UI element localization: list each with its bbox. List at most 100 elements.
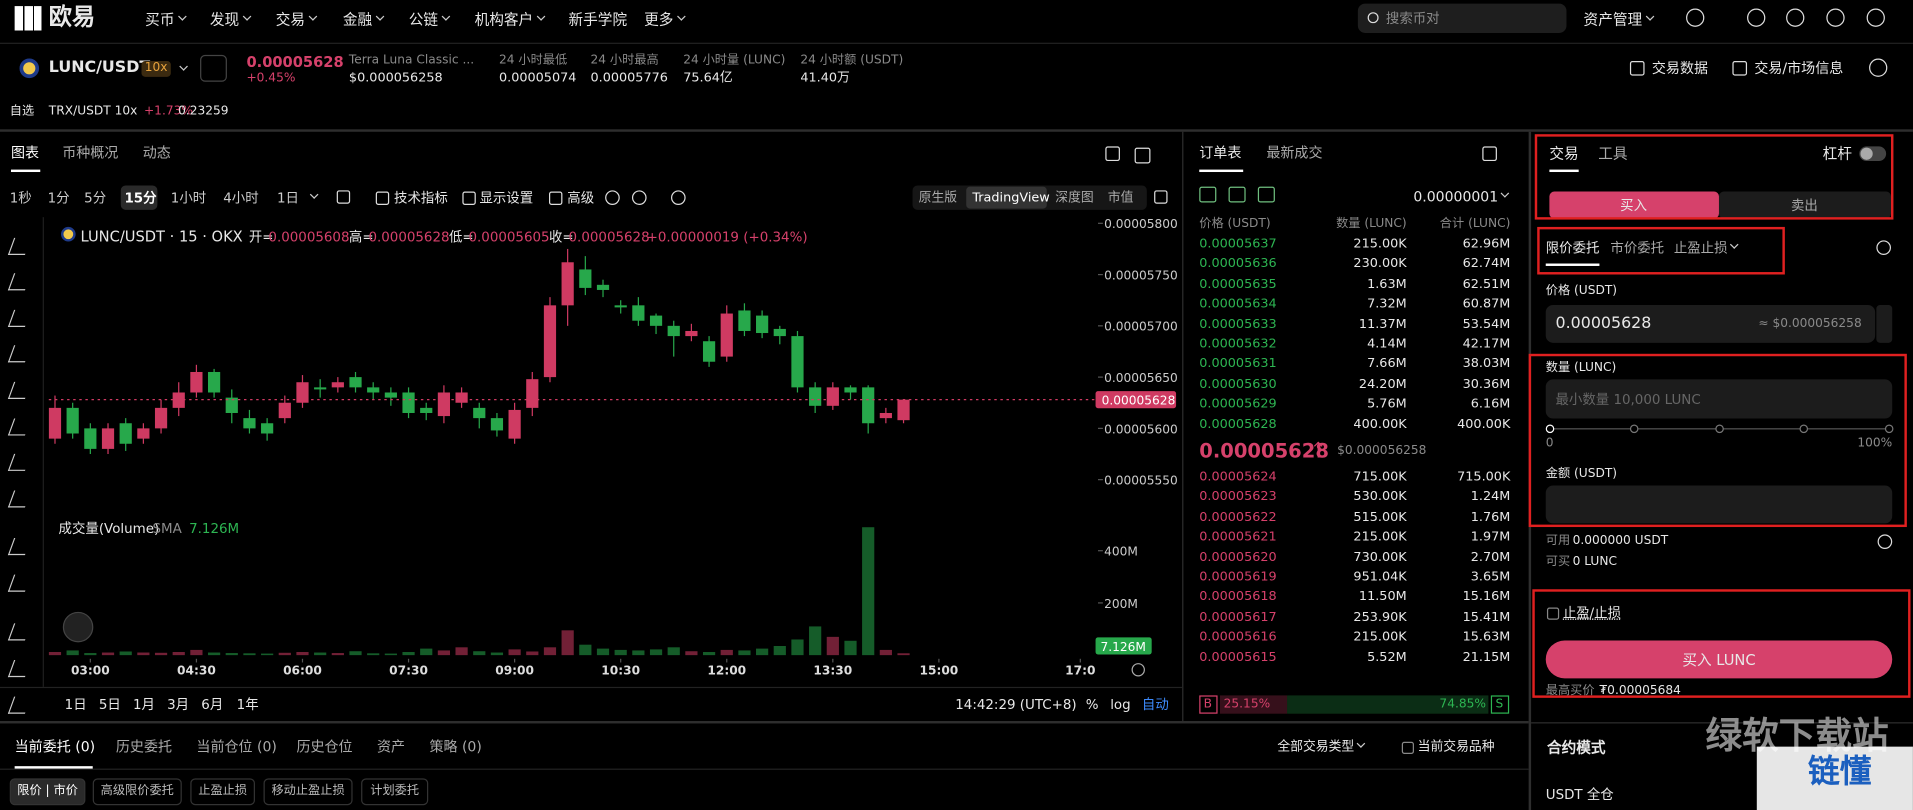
icon[interactable] <box>1869 58 1888 77</box>
interval[interactable]: 1小时 <box>170 190 207 207</box>
favorite-button[interactable] <box>200 54 227 82</box>
link[interactable]: 交易数据 <box>1651 59 1708 77</box>
stepper[interactable] <box>1876 305 1893 343</box>
range-button[interactable]: 6月 <box>201 696 224 713</box>
tab[interactable]: 动态 <box>142 143 171 162</box>
nav-item[interactable]: 更多 <box>644 10 674 29</box>
book-mode[interactable] <box>1228 186 1246 203</box>
slider-stop[interactable] <box>1545 424 1555 434</box>
tool-button[interactable]: 高级 <box>567 190 595 207</box>
icon[interactable] <box>462 191 476 205</box>
icon[interactable] <box>336 190 351 204</box>
view-option[interactable]: TradingView <box>972 190 1050 205</box>
search-box[interactable] <box>1357 3 1567 33</box>
sub-tab[interactable] <box>9 778 86 806</box>
favorite-pair[interactable]: TRX/USDT 10x <box>48 104 138 119</box>
tab[interactable]: 最新成交 <box>1266 143 1323 162</box>
view-option[interactable]: 市值 <box>1107 190 1134 205</box>
nav-item[interactable]: 发现 <box>209 10 240 29</box>
icon[interactable] <box>1482 146 1497 162</box>
interval[interactable]: 5分 <box>84 190 107 207</box>
interval[interactable]: 1秒 <box>9 190 32 207</box>
percent-toggle[interactable]: % <box>1085 696 1099 713</box>
icon[interactable] <box>1134 147 1151 164</box>
range-button[interactable]: 1月 <box>132 696 155 713</box>
slider-stop[interactable] <box>1629 424 1639 434</box>
tab[interactable]: 当前委托 (0) <box>14 738 96 756</box>
slider-stop[interactable] <box>1884 424 1894 434</box>
nav-item[interactable]: 新手学院 <box>568 10 628 29</box>
icon[interactable] <box>1866 8 1885 27</box>
icon[interactable] <box>1826 8 1845 27</box>
asset-menu[interactable]: 资产管理 <box>1583 10 1643 29</box>
tab[interactable]: 当前仓位 (0) <box>196 738 277 756</box>
range-button[interactable]: 1年 <box>236 696 259 713</box>
tab[interactable]: 交易 <box>1549 145 1579 163</box>
interval[interactable]: 1日 <box>276 190 299 207</box>
tool-button[interactable]: 技术指标 <box>394 190 448 207</box>
icon[interactable] <box>1686 8 1705 27</box>
view-option[interactable]: 深度图 <box>1055 190 1094 205</box>
tab[interactable]: 历史委托 <box>115 738 173 756</box>
nav-item[interactable]: 公链 <box>408 10 438 29</box>
sell-tab[interactable] <box>1718 191 1891 219</box>
nav-item[interactable]: 金融 <box>342 10 373 29</box>
tab[interactable]: 历史仓位 <box>296 738 353 756</box>
icon[interactable] <box>631 190 647 205</box>
nav-item[interactable]: 买币 <box>145 10 175 29</box>
interval[interactable]: 4小时 <box>223 190 259 207</box>
sub-tab[interactable] <box>361 778 429 806</box>
book-mode[interactable] <box>1199 186 1217 203</box>
interval[interactable]: 15分 <box>124 190 157 207</box>
tool-button[interactable]: 显示设置 <box>479 190 534 207</box>
range-button[interactable]: 1日 <box>64 696 87 713</box>
tpsl-checkbox[interactable] <box>1546 607 1560 620</box>
icon[interactable] <box>671 190 686 205</box>
tab[interactable]: 币种概况 <box>62 143 119 162</box>
sub-tab[interactable] <box>92 778 182 806</box>
amount-input[interactable] <box>1545 485 1893 524</box>
precision-select[interactable]: 0.00000001 <box>1413 187 1499 205</box>
tab[interactable]: 策略 (0) <box>429 738 482 756</box>
order-type[interactable]: 限价委托 <box>1545 240 1600 257</box>
icon[interactable] <box>1629 61 1645 76</box>
tab[interactable]: 工具 <box>1598 145 1628 163</box>
sub-tab[interactable] <box>190 778 255 806</box>
submit-button[interactable] <box>1545 640 1893 679</box>
icon[interactable] <box>605 190 620 205</box>
link[interactable]: 交易/市场信息 <box>1754 59 1844 77</box>
icon[interactable] <box>549 191 563 205</box>
icon[interactable] <box>1105 146 1120 162</box>
nav-item[interactable]: 交易 <box>275 10 306 29</box>
slider-stop[interactable] <box>1715 424 1724 434</box>
icon[interactable] <box>1786 8 1805 27</box>
range-button[interactable]: 5日 <box>98 696 121 713</box>
tab[interactable]: 资产 <box>376 738 406 756</box>
log-toggle[interactable]: log <box>1110 696 1131 713</box>
view-option[interactable]: 原生版 <box>918 190 958 205</box>
order-type[interactable]: 止盈止损 <box>1673 240 1728 257</box>
icon[interactable] <box>1154 190 1168 204</box>
quantity-input[interactable] <box>1545 379 1893 419</box>
tab[interactable]: 订单表 <box>1199 143 1242 162</box>
auto-toggle[interactable]: 自动 <box>1141 696 1169 713</box>
slider-stop[interactable] <box>1799 424 1809 434</box>
icon[interactable] <box>375 191 390 205</box>
price-input[interactable] <box>1545 305 1876 343</box>
icon[interactable] <box>1367 12 1379 24</box>
range-button[interactable]: 3月 <box>167 696 190 713</box>
tab[interactable]: 图表 <box>10 143 40 162</box>
nav-item[interactable]: 机构客户 <box>474 10 534 29</box>
buy-tab[interactable] <box>1549 191 1719 219</box>
order-filter[interactable]: 全部交易类型 <box>1277 739 1355 754</box>
icon[interactable] <box>1732 61 1748 76</box>
book-quantity: 1.63M <box>1367 276 1407 292</box>
book-mode[interactable] <box>1257 186 1275 203</box>
icon[interactable] <box>1877 534 1893 549</box>
icon[interactable] <box>1747 8 1766 27</box>
order-type[interactable]: 市价委托 <box>1610 240 1665 257</box>
sub-tab[interactable] <box>263 778 353 806</box>
interval[interactable]: 1分 <box>47 190 70 207</box>
checkbox[interactable] <box>1401 741 1414 754</box>
icon[interactable] <box>1876 240 1891 255</box>
